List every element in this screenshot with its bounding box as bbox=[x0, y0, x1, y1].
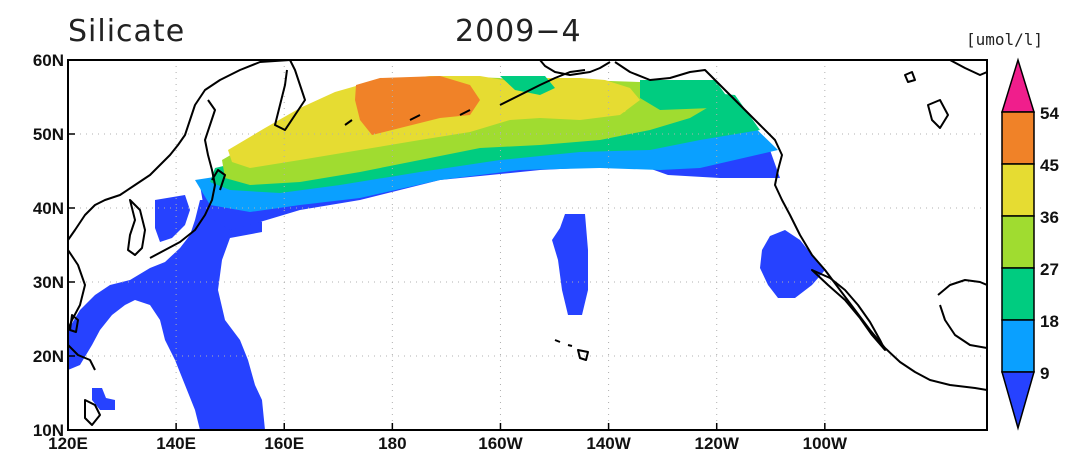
colorbar-level-label: 36 bbox=[1040, 208, 1059, 227]
coastline-philippines bbox=[84, 399, 101, 426]
x-tick-label: 120W bbox=[694, 434, 739, 453]
y-tick-label: 20N bbox=[33, 347, 64, 366]
colorbar-segment-45-54 bbox=[1001, 111, 1035, 165]
colorbar-top-arrow bbox=[1000, 57, 1036, 113]
y-tick-label: 10N bbox=[33, 421, 64, 440]
x-tick-label: 100W bbox=[803, 434, 848, 453]
y-tick-label: 40N bbox=[33, 199, 64, 218]
colorbar-segment-18-27 bbox=[1001, 267, 1035, 321]
colorbar-bottom-arrow bbox=[1001, 371, 1035, 431]
contour-band-27-bering bbox=[500, 76, 555, 95]
colorbar: 9 18 27 36 45 54 bbox=[1000, 57, 1059, 431]
colorbar-segment-9-18 bbox=[1001, 319, 1035, 373]
x-tick-label: 140E bbox=[156, 434, 196, 453]
coastline-hawaii bbox=[554, 339, 589, 361]
coastline-hudson bbox=[937, 279, 987, 349]
colorbar-level-label: 9 bbox=[1040, 364, 1049, 383]
contour-band-9-small-west bbox=[92, 388, 115, 410]
coastline-korea bbox=[127, 199, 146, 256]
x-tick-label: 120E bbox=[48, 434, 88, 453]
contour-band-45 bbox=[228, 76, 640, 168]
date-title: 2009−4 bbox=[455, 14, 582, 49]
coastlines bbox=[68, 60, 987, 426]
x-tick-label: 160E bbox=[264, 434, 304, 453]
colorbar-level-label: 45 bbox=[1040, 156, 1059, 175]
x-tick-label: 140W bbox=[586, 434, 631, 453]
map-frame bbox=[67, 59, 988, 431]
y-tick-label: 30N bbox=[33, 273, 64, 292]
colorbar-segment-36-45 bbox=[1001, 163, 1035, 217]
x-tick-label: 160W bbox=[478, 434, 523, 453]
colorbar-segment-27-36 bbox=[1001, 215, 1035, 269]
coastline-aleutians bbox=[344, 69, 586, 126]
contour-band-54 bbox=[355, 76, 480, 135]
colorbar-level-label: 54 bbox=[1040, 104, 1059, 123]
contour-band-9-japan-sea bbox=[155, 195, 190, 242]
y-axis: 10N 20N 30N 40N 50N 60N bbox=[33, 51, 75, 440]
coastline-baja bbox=[811, 269, 886, 351]
colorbar-level-label: 18 bbox=[1040, 312, 1059, 331]
contour-band-9-hawaii bbox=[552, 214, 588, 315]
coastline-taiwan bbox=[69, 314, 79, 333]
coastline-kamchatka bbox=[274, 60, 306, 131]
coastline-canada-islands bbox=[904, 60, 987, 129]
x-axis: 120E 140E 160E 180 160W 140W 120W 100W bbox=[48, 423, 848, 453]
contour-band-9-california bbox=[760, 230, 825, 298]
y-tick-label: 60N bbox=[33, 51, 64, 70]
silicate-fields bbox=[68, 76, 825, 430]
x-tick-label: 180 bbox=[378, 434, 406, 453]
coastline-alaska bbox=[539, 60, 987, 391]
variable-title: Silicate bbox=[68, 14, 186, 49]
colorbar-level-label: 27 bbox=[1040, 260, 1059, 279]
y-tick-label: 50N bbox=[33, 125, 64, 144]
contour-band-45-inner bbox=[590, 88, 632, 114]
coastline-asia bbox=[68, 60, 291, 241]
contour-band-27-gulf bbox=[640, 80, 728, 110]
coastline-japan bbox=[149, 99, 226, 259]
colorbar-units: [umol/l] bbox=[966, 30, 1044, 49]
contour-band-9-west bbox=[68, 200, 265, 430]
